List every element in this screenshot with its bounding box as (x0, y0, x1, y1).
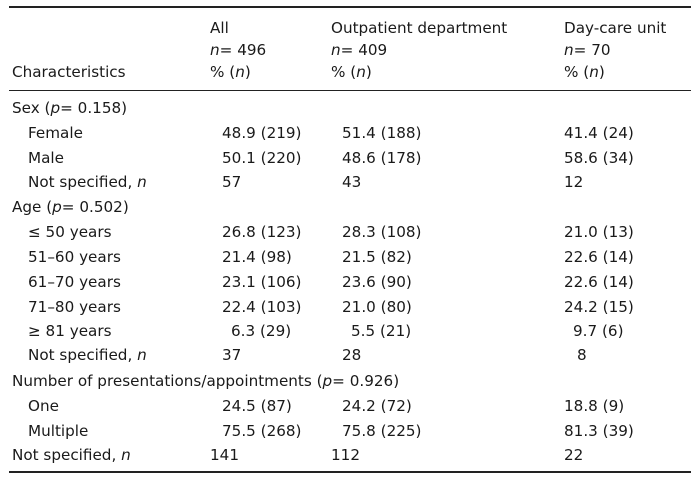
cell-daycare: 9.7 (6) (573, 322, 624, 340)
n-symbol: n (210, 41, 220, 59)
cell-daycare: 8 (577, 346, 587, 364)
cell-outpatient: 75.8 (225) (342, 422, 422, 440)
n-value: = 409 (340, 41, 388, 59)
header-outpatient-unit: % (n) (331, 61, 372, 83)
p-value: = 0.926) (332, 372, 400, 390)
n-symbol: n (564, 41, 574, 59)
cell-outpatient: 48.6 (178) (342, 149, 422, 167)
cell-daycare: 21.0 (13) (564, 223, 634, 241)
cell-outpatient: 5.5 (21) (351, 322, 412, 340)
cell-all: 22.4 (103) (222, 298, 302, 316)
header-daycare-label: Day-care unit (564, 19, 667, 37)
table-top-rule (9, 6, 691, 8)
p-symbol: p (50, 99, 61, 117)
row-label-text: Not specified, (28, 173, 138, 191)
cell-daycare: 18.8 (9) (564, 397, 625, 415)
p-value: = 0.158) (60, 99, 128, 117)
section-title-presentations: Number of presentations/appointments (p=… (12, 370, 399, 392)
cell-all: 26.8 (123) (222, 223, 302, 241)
unit-pct: % ( (564, 63, 590, 81)
row-label: Female (28, 124, 83, 142)
n-value: = 496 (219, 41, 267, 59)
row-label: Not specified, n (28, 171, 147, 193)
header-characteristics: Characteristics (12, 63, 126, 81)
p-symbol: p (322, 372, 333, 390)
cell-all: 23.1 (106) (222, 273, 302, 291)
cell-outpatient: 24.2 (72) (342, 397, 412, 415)
row-label: Not specified, n (28, 344, 147, 366)
row-label-text: Not specified, (12, 446, 122, 464)
table-bottom-rule (9, 471, 691, 473)
cell-outpatient: 51.4 (188) (342, 124, 422, 142)
cell-all: 37 (222, 346, 242, 364)
row-label: 51–60 years (28, 248, 121, 266)
p-symbol: p (52, 198, 62, 216)
table-header-rule (9, 90, 691, 91)
unit-close: ) (365, 63, 372, 81)
cell-outpatient: 28 (342, 346, 362, 364)
header-daycare-n: n= 70 (564, 39, 611, 61)
section-title-sex: Sex (p= 0.158) (12, 97, 127, 119)
unit-close: ) (598, 63, 605, 81)
header-all-label: All (210, 19, 229, 37)
cell-all: 6.3 (29) (231, 322, 292, 340)
row-label: 61–70 years (28, 273, 121, 291)
unit-n: n (235, 63, 245, 81)
n-symbol: n (121, 446, 131, 464)
section-title-text: Number of presentations/appointments ( (12, 372, 323, 390)
n-symbol: n (331, 41, 341, 59)
cell-daycare: 22.6 (14) (564, 273, 634, 291)
row-label: Male (28, 149, 64, 167)
cell-daycare: 81.3 (39) (564, 422, 634, 440)
header-outpatient-label: Outpatient department (331, 19, 508, 37)
unit-n: n (356, 63, 366, 81)
section-title-age: Age (p= 0.502) (12, 196, 129, 218)
cell-all: 57 (222, 173, 242, 191)
cell-daycare: 41.4 (24) (564, 124, 634, 142)
section-title-text: Sex ( (12, 99, 51, 117)
cell-all: 21.4 (98) (222, 248, 292, 266)
cell-daycare: 24.2 (15) (564, 298, 634, 316)
cell-daycare: 12 (564, 173, 584, 191)
n-symbol: n (137, 173, 147, 191)
header-all-unit: % (n) (210, 61, 251, 83)
unit-pct: % ( (331, 63, 357, 81)
cell-all: 24.5 (87) (222, 397, 292, 415)
header-outpatient-n: n= 409 (331, 39, 387, 61)
row-label: Not specified, n (12, 444, 131, 466)
unit-pct: % ( (210, 63, 236, 81)
cell-outpatient: 112 (331, 446, 360, 464)
cell-all: 48.9 (219) (222, 124, 302, 142)
n-value: = 70 (573, 41, 611, 59)
cell-daycare: 58.6 (34) (564, 149, 634, 167)
cell-outpatient: 21.0 (80) (342, 298, 412, 316)
unit-n: n (589, 63, 599, 81)
p-value: = 0.502) (61, 198, 129, 216)
cell-all: 141 (210, 446, 239, 464)
cell-daycare: 22 (564, 446, 584, 464)
cell-outpatient: 28.3 (108) (342, 223, 422, 241)
cell-all: 75.5 (268) (222, 422, 302, 440)
row-label-text: Not specified, (28, 346, 138, 364)
row-label: ≥ 81 years (28, 322, 112, 340)
section-title-text: Age ( (12, 198, 53, 216)
unit-close: ) (244, 63, 251, 81)
cell-outpatient: 43 (342, 173, 362, 191)
header-daycare-unit: % (n) (564, 61, 605, 83)
cell-outpatient: 23.6 (90) (342, 273, 412, 291)
row-label: Multiple (28, 422, 89, 440)
row-label: 71–80 years (28, 298, 121, 316)
row-label: ≤ 50 years (28, 223, 112, 241)
cell-outpatient: 21.5 (82) (342, 248, 412, 266)
header-all-n: n= 496 (210, 39, 266, 61)
cell-all: 50.1 (220) (222, 149, 302, 167)
row-label: One (28, 397, 59, 415)
cell-daycare: 22.6 (14) (564, 248, 634, 266)
n-symbol: n (137, 346, 147, 364)
